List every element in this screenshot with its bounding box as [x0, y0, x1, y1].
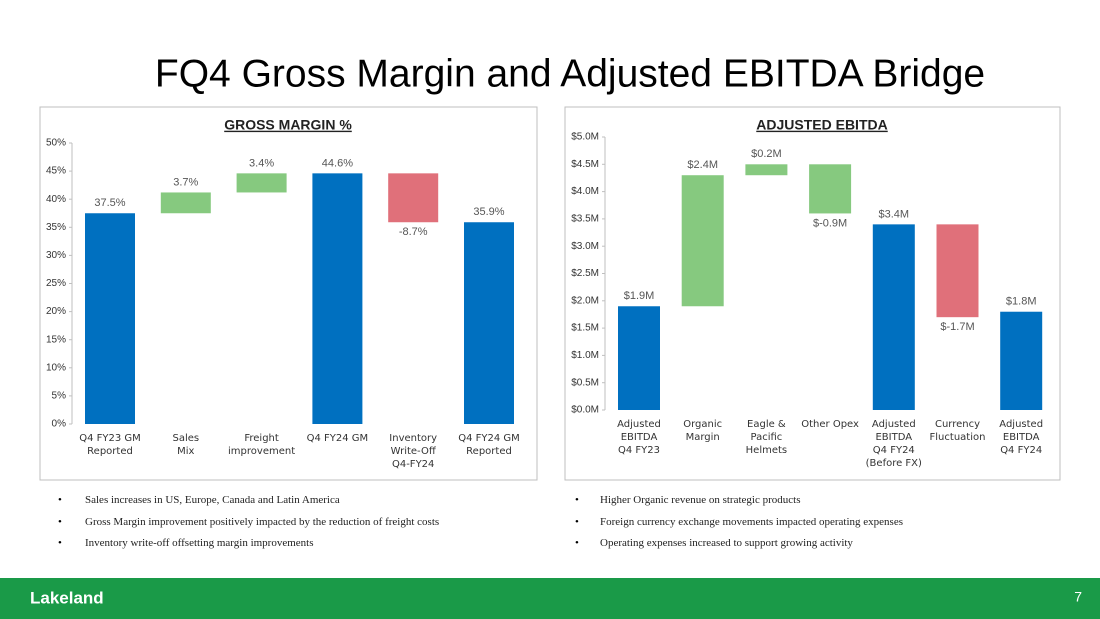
bar [312, 173, 363, 424]
y-tick-label: $5.0M [571, 132, 599, 143]
y-tick-label: 40% [46, 194, 66, 205]
value-label: 37.5% [94, 197, 125, 209]
bar [809, 164, 852, 214]
value-label: $-0.9M [813, 217, 847, 229]
y-tick-label: $4.5M [571, 159, 599, 170]
footer-bar [0, 578, 1100, 619]
bullet-text: Higher Organic revenue on strategic prod… [600, 494, 801, 506]
x-tick-label: Sales Mix [172, 433, 200, 457]
bullet-text: Inventory write-off offsetting margin im… [85, 537, 314, 549]
y-tick-label: $0.5M [571, 377, 599, 388]
bullet-dot: • [575, 537, 579, 549]
y-tick-label: $2.0M [571, 295, 599, 306]
bullet-dot: • [575, 515, 579, 528]
bar [85, 213, 135, 424]
value-label: $2.4M [687, 159, 718, 171]
chart-title: GROSS MARGIN % [224, 117, 352, 133]
x-tick-label: Eagle & Pacific Helmets [745, 419, 788, 456]
bar [464, 222, 514, 424]
x-tick-label: Q4 FY24 GM [306, 433, 369, 444]
bullet-text: Operating expenses increased to support … [600, 537, 853, 549]
y-tick-label: 35% [46, 222, 66, 233]
chart-frame [564, 106, 1061, 481]
value-label: $1.9M [624, 290, 655, 302]
bullet-dot: • [58, 515, 62, 528]
x-tick-label: Adjusted EBITDA Q4 FY24 [999, 419, 1044, 456]
value-label: $-1.7M [940, 321, 974, 333]
y-tick-label: 30% [46, 250, 66, 261]
y-tick-label: 45% [46, 166, 66, 177]
y-tick-label: 0% [52, 419, 67, 430]
x-tick-label: Freight improvement [228, 433, 296, 457]
x-tick-label: Adjusted EBITDA Q4 FY23 [617, 419, 661, 456]
bullet-dot: • [58, 494, 62, 506]
bar [872, 224, 915, 410]
bar [1000, 311, 1043, 410]
bar [936, 224, 979, 318]
chart-title: ADJUSTED EBITDA [756, 117, 887, 133]
y-tick-label: $1.0M [571, 350, 599, 361]
value-label: -8.7% [399, 226, 428, 238]
chart-frame [39, 106, 538, 481]
bullet-text: Foreign currency exchange movements impa… [600, 515, 903, 528]
bullet-dot: • [575, 494, 579, 506]
x-tick-label: Adjusted EBITDA Q4 FY24 (Before FX) [865, 419, 922, 469]
value-label: 3.7% [173, 176, 198, 188]
bullet-text: Gross Margin improvement positively impa… [85, 515, 440, 528]
y-tick-label: $2.5M [571, 268, 599, 279]
x-tick-label: Q4 FY23 GM Reported [79, 433, 141, 457]
value-label: $0.2M [751, 148, 782, 160]
value-label: 3.4% [249, 157, 274, 169]
y-tick-label: 5% [52, 391, 67, 402]
x-tick-label: Q4 FY24 GM Reported [458, 433, 520, 457]
bar [745, 164, 788, 176]
x-tick-label: Inventory Write-Off Q4-FY24 [389, 433, 438, 470]
value-label: $1.8M [1006, 296, 1037, 308]
bar [160, 192, 211, 214]
bullet-text: Sales increases in US, Europe, Canada an… [85, 494, 340, 506]
value-label: 44.6% [322, 157, 353, 169]
bullet-dot: • [58, 537, 62, 549]
y-tick-label: $1.5M [571, 323, 599, 334]
y-tick-label: $3.5M [571, 214, 599, 225]
x-tick-label: Currency Fluctuation [929, 419, 986, 443]
y-tick-label: 10% [46, 362, 66, 373]
bar [681, 175, 724, 307]
slide-title: FQ4 Gross Margin and Adjusted EBITDA Bri… [155, 52, 985, 95]
y-tick-label: 50% [46, 138, 66, 149]
y-tick-label: $3.0M [571, 241, 599, 252]
x-tick-label: Other Opex [801, 419, 859, 430]
y-tick-label: 20% [46, 306, 66, 317]
page-number: 7 [1074, 589, 1082, 605]
y-tick-label: 25% [46, 278, 66, 289]
bar [236, 173, 287, 193]
bar [388, 173, 439, 223]
value-label: $3.4M [879, 208, 910, 220]
y-tick-label: 15% [46, 334, 66, 345]
logo: Lakeland [30, 588, 104, 607]
bar [618, 306, 660, 410]
x-tick-label: Organic Margin [683, 419, 723, 443]
y-tick-label: $4.0M [571, 186, 599, 197]
value-label: 35.9% [473, 206, 504, 218]
y-tick-label: $0.0M [571, 405, 599, 416]
